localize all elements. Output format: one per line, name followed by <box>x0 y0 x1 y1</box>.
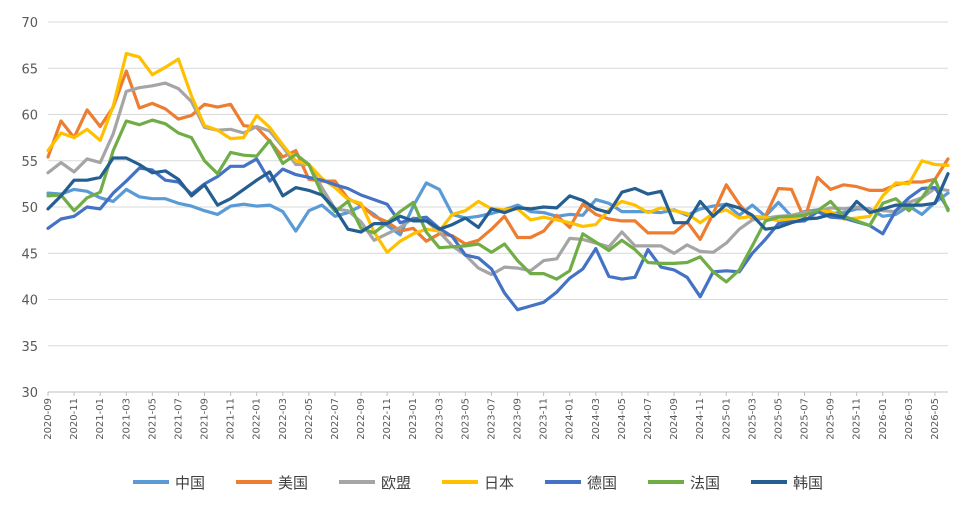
x-tick-label: 2024-09 <box>669 398 680 440</box>
x-tick-label: 2024-11 <box>695 398 706 440</box>
x-tick-label: 2026-01 <box>878 398 889 440</box>
plot-area <box>46 51 950 312</box>
x-tick-label: 2025-09 <box>826 398 837 440</box>
x-tick-label: 2021-09 <box>200 398 211 440</box>
series-line-5 <box>46 118 950 284</box>
x-tick-label: 2023-05 <box>460 398 471 440</box>
x-tick-label: 2023-01 <box>408 398 419 440</box>
legend-label-1: 美国 <box>278 474 308 492</box>
x-tick-label: 2025-01 <box>721 398 732 440</box>
x-tick-label: 2021-11 <box>226 398 237 440</box>
x-tick-label: 2020-09 <box>43 398 54 440</box>
series-line-6 <box>46 156 950 234</box>
grid <box>48 21 948 393</box>
x-tick-label: 2021-01 <box>95 398 106 440</box>
x-tick-label: 2024-05 <box>617 398 628 440</box>
x-tick-label: 2021-05 <box>147 398 158 440</box>
x-tick-label: 2022-05 <box>304 398 315 440</box>
x-tick-label: 2023-07 <box>486 398 497 440</box>
legend-label-2: 欧盟 <box>381 474 411 492</box>
x-tick-label: 2025-07 <box>800 398 811 440</box>
x-tick-label: 2023-09 <box>513 398 524 440</box>
y-tick-label: 70 <box>21 16 38 31</box>
y-tick-label: 40 <box>21 294 38 309</box>
y-tick-label: 35 <box>21 340 38 355</box>
x-tick-label: 2026-03 <box>904 398 915 440</box>
x-tick-label: 2024-01 <box>565 398 576 440</box>
legend-label-3: 日本 <box>484 474 514 492</box>
y-tick-label: 55 <box>21 155 38 170</box>
x-tick-label: 2023-03 <box>434 398 445 440</box>
x-tick-label: 2024-03 <box>591 398 602 440</box>
x-tick-label: 2026-05 <box>930 398 941 440</box>
x-tick-label: 2025-05 <box>773 398 784 440</box>
legend-label-4: 德国 <box>587 474 617 492</box>
y-tick-label: 65 <box>21 62 38 77</box>
x-tick-label: 2023-11 <box>539 398 550 440</box>
legend-label-0: 中国 <box>175 474 205 492</box>
x-tick-label: 2025-03 <box>747 398 758 440</box>
x-tick-label: 2024-07 <box>643 398 654 440</box>
x-tick-label: 2022-07 <box>330 398 341 440</box>
x-tick-label: 2022-09 <box>356 398 367 440</box>
x-tick-label: 2021-07 <box>173 398 184 440</box>
x-tick-label: 2020-11 <box>69 398 80 440</box>
series-line-2 <box>46 81 950 277</box>
y-tick-label: 30 <box>21 386 38 401</box>
x-tick-label: 2025-11 <box>852 398 863 440</box>
legend: 中国 美国 欧盟 日本 德国 法国 韩国 <box>133 474 823 492</box>
y-axis: 30 35 40 45 50 55 60 65 70 <box>21 16 38 401</box>
y-tick-label: 50 <box>21 201 38 216</box>
y-tick-label: 45 <box>21 247 38 262</box>
y-tick-label: 60 <box>21 109 38 124</box>
legend-label-6: 韩国 <box>793 474 823 492</box>
series-line-4 <box>46 157 950 312</box>
x-tick-label: 2022-03 <box>278 398 289 440</box>
legend-label-5: 法国 <box>690 474 720 492</box>
x-axis: 2020-09 2020-11 2021-01 2021-03 2021-05 2021-… <box>43 392 941 440</box>
x-tick-label: 2022-11 <box>382 398 393 440</box>
x-tick-label: 2021-03 <box>121 398 132 440</box>
x-tick-label: 2022-01 <box>252 398 263 440</box>
